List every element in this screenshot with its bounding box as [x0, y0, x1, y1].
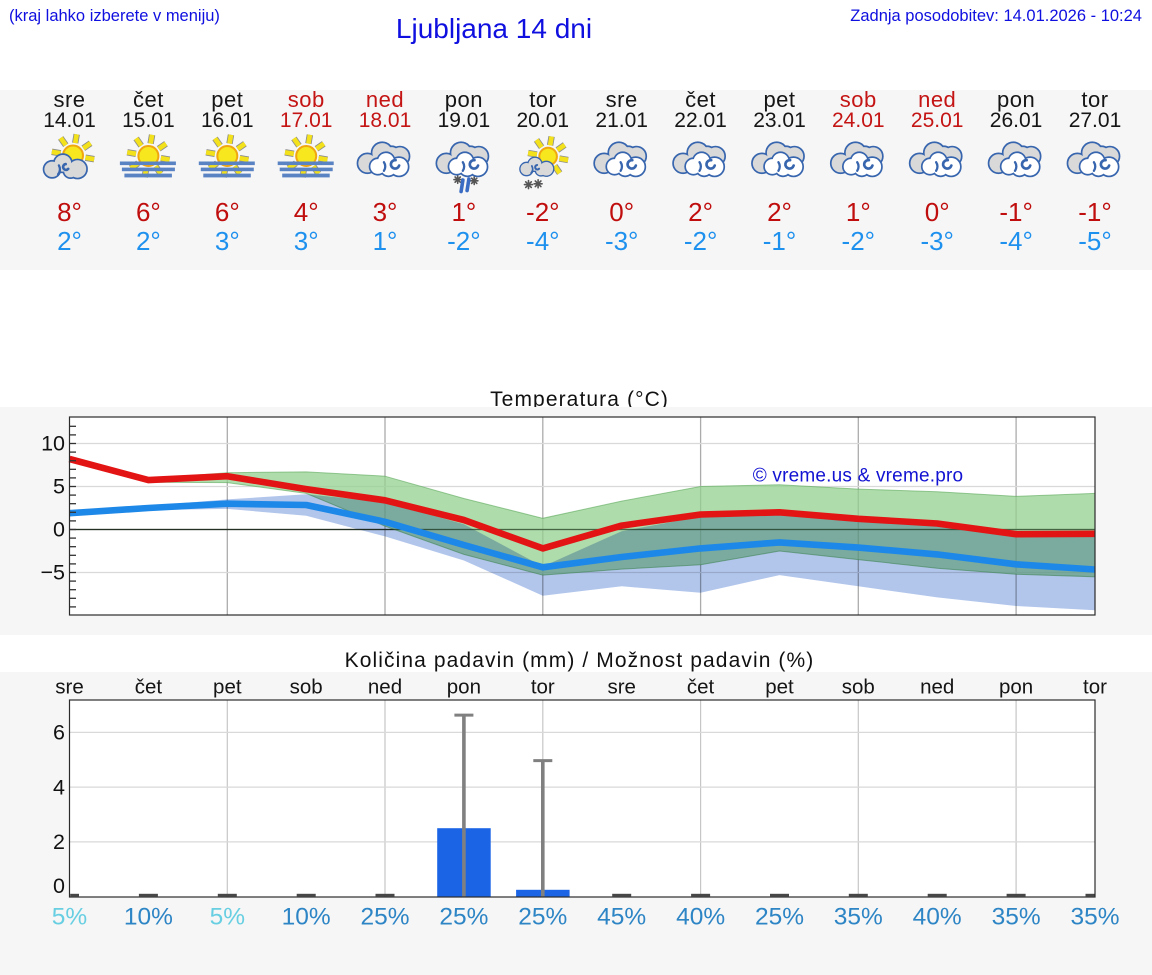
- svg-text:5%: 5%: [52, 904, 87, 931]
- svg-text:pon: pon: [999, 676, 1033, 699]
- svg-text:tor: tor: [1083, 676, 1107, 699]
- svg-text:35%: 35%: [834, 904, 883, 931]
- svg-text:sob: sob: [290, 676, 323, 699]
- svg-text:45%: 45%: [597, 904, 646, 931]
- svg-text:−5: −5: [40, 561, 65, 585]
- svg-text:pet: pet: [213, 676, 242, 699]
- svg-text:tor: tor: [531, 676, 555, 699]
- svg-text:40%: 40%: [913, 904, 962, 931]
- svg-text:2: 2: [53, 830, 65, 854]
- svg-text:4: 4: [53, 775, 65, 799]
- svg-text:35%: 35%: [1070, 904, 1119, 931]
- svg-text:25%: 25%: [518, 904, 567, 931]
- svg-text:10%: 10%: [124, 904, 173, 931]
- svg-text:35%: 35%: [992, 904, 1041, 931]
- svg-text:sob: sob: [842, 676, 875, 699]
- svg-text:40%: 40%: [676, 904, 725, 931]
- svg-text:© vreme.us & vreme.pro: © vreme.us & vreme.pro: [753, 466, 964, 487]
- svg-text:čet: čet: [687, 676, 715, 699]
- svg-text:sre: sre: [55, 676, 83, 699]
- svg-text:25%: 25%: [360, 904, 409, 931]
- svg-text:ned: ned: [920, 676, 954, 699]
- svg-text:0: 0: [53, 874, 65, 898]
- svg-text:6: 6: [53, 721, 65, 745]
- svg-text:čet: čet: [135, 676, 163, 699]
- svg-text:10%: 10%: [282, 904, 331, 931]
- svg-text:sre: sre: [607, 676, 635, 699]
- svg-text:25%: 25%: [439, 904, 488, 931]
- svg-text:ned: ned: [368, 676, 402, 699]
- svg-text:10: 10: [41, 432, 65, 456]
- svg-text:pon: pon: [447, 676, 481, 699]
- svg-text:0: 0: [53, 518, 65, 542]
- svg-text:5: 5: [53, 475, 65, 499]
- svg-text:25%: 25%: [755, 904, 804, 931]
- svg-text:pet: pet: [765, 676, 794, 699]
- svg-text:5%: 5%: [210, 904, 245, 931]
